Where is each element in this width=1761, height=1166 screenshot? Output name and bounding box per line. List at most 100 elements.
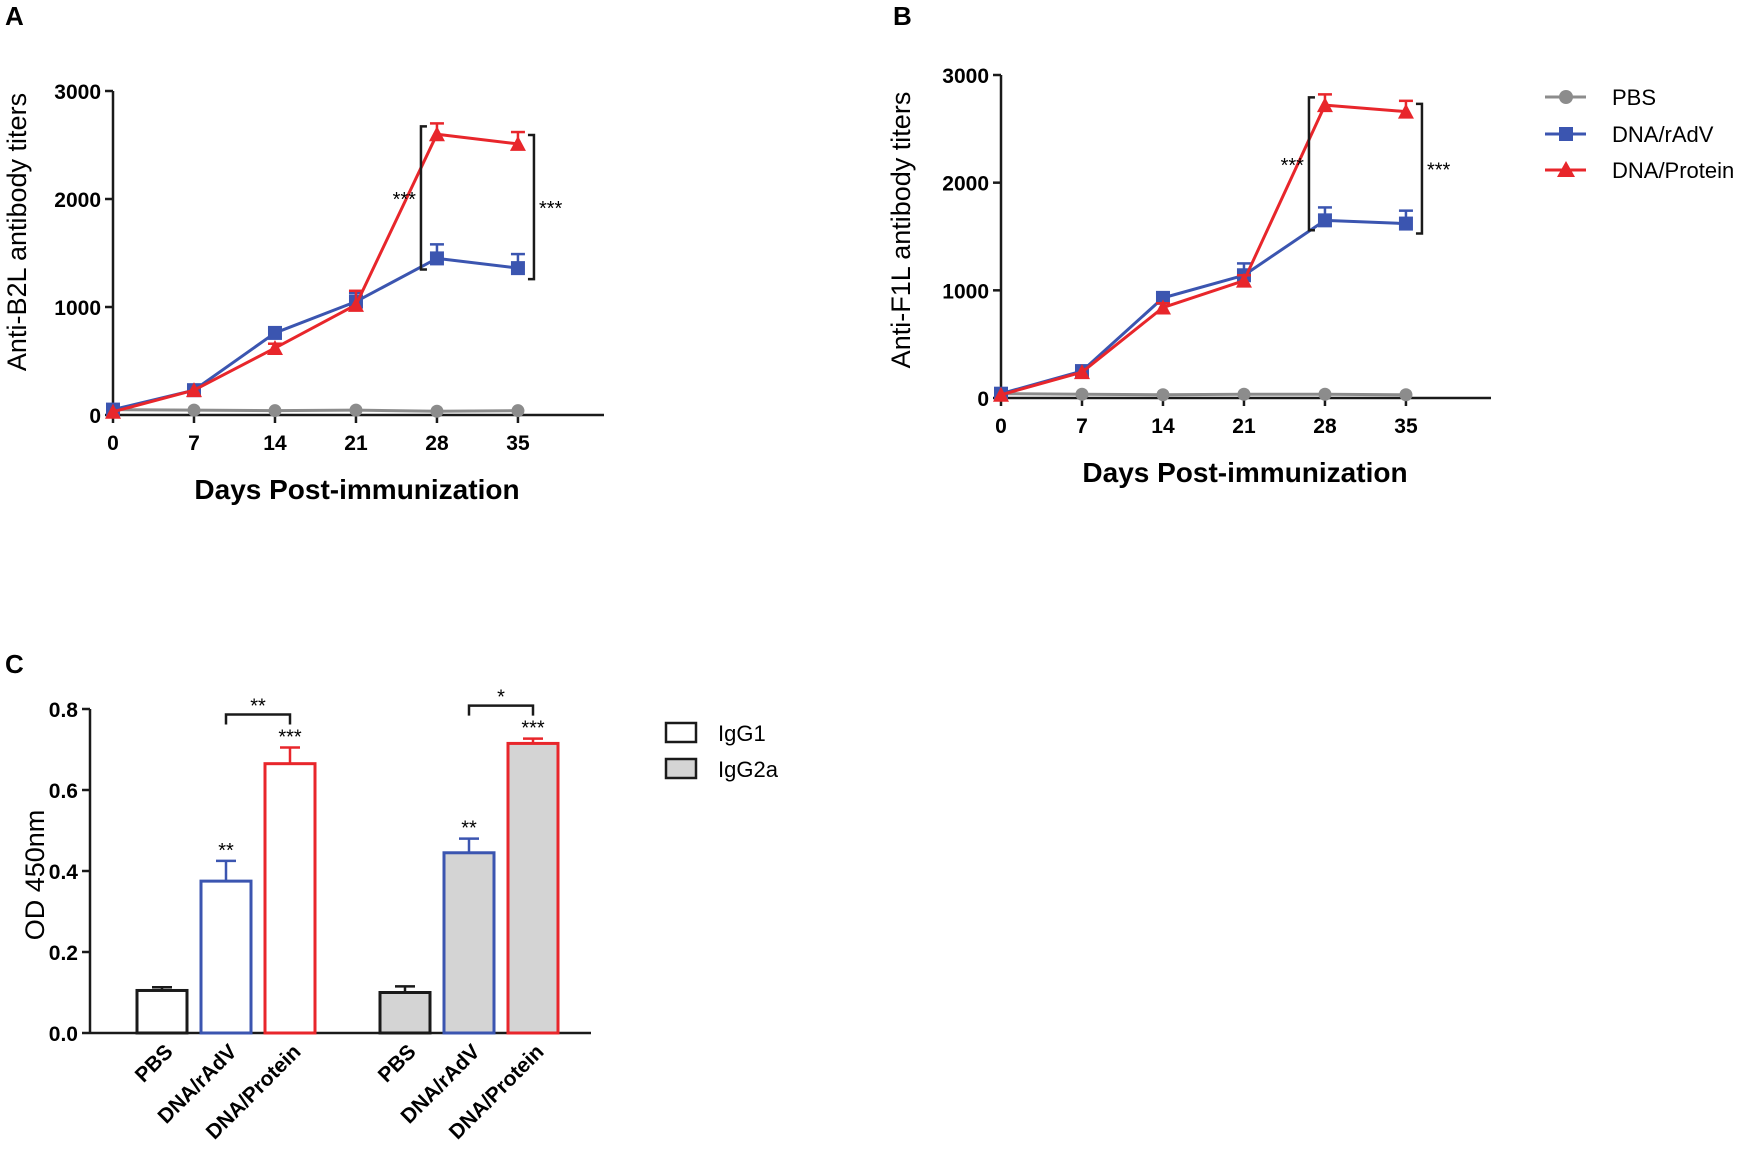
x-tick-label-a: 7 [188, 432, 200, 455]
x-tick-label-b: 0 [995, 415, 1007, 438]
y-tick-label-b: 0 [977, 388, 989, 411]
y-axis-title-b: Anti-F1L antibody titers [886, 92, 916, 369]
panel-b: B Anti-F1L antibody titers Days Post-imm… [886, 1, 1491, 488]
legend-swatch-igg2a [664, 757, 698, 780]
data-point-dna_protein [509, 135, 526, 151]
data-point-dna_radv [1398, 216, 1413, 231]
bar-significance-label: *** [278, 726, 302, 748]
data-point-pbs [1399, 388, 1413, 402]
x-tick-label-a: 28 [425, 432, 449, 455]
bar-group-6: *** [506, 718, 560, 1035]
legend-label-pbs: PBS [1612, 85, 1656, 110]
bracket-line [527, 133, 536, 281]
bar [506, 741, 560, 1035]
data-point-dna_protein [105, 403, 121, 419]
bar-group-2: ** [199, 840, 253, 1035]
category-label: PBS [131, 1040, 178, 1087]
data-point-dna_protein [1235, 272, 1252, 288]
bracket-line [1415, 102, 1424, 235]
bar-group-5: ** [442, 818, 496, 1035]
data-point-pbs [430, 404, 444, 418]
data-point-pbs [349, 403, 363, 417]
data-point-dna_radv [267, 325, 282, 340]
significance-bracket-a: *** [527, 133, 563, 281]
data-point-dna_radv [429, 251, 444, 266]
data-point-pbs [187, 403, 201, 417]
y-axis-title-a: Anti-B2L antibody titers [2, 93, 32, 371]
bar [442, 851, 496, 1035]
bar-significance-label: *** [521, 718, 545, 740]
data-point-dna_protein [1316, 97, 1333, 113]
y-tick-label-a: 3000 [54, 81, 101, 104]
panel-letter-b: B [893, 1, 912, 31]
bar [263, 762, 317, 1035]
legend-label-dna-radv: DNA/rAdV [1612, 122, 1714, 147]
x-tick-label-b: 28 [1313, 415, 1337, 438]
comparison-bracket: * [467, 687, 535, 716]
x-tick-label-a: 21 [344, 432, 368, 455]
data-point-dna_radv [1317, 213, 1332, 228]
x-tick-label-a: 14 [263, 432, 287, 455]
comparison-bracket: ** [224, 695, 292, 725]
y-tick-label-a: 0 [89, 405, 101, 428]
significance-bracket-b: *** [1281, 96, 1315, 232]
legend-label-igg2a: IgG2a [718, 757, 779, 782]
legend-marker-dna-protein [1557, 161, 1575, 177]
y-tick-label-c: 0.6 [49, 780, 78, 803]
panel-letter-c: C [5, 649, 24, 679]
data-point-pbs [1075, 387, 1089, 401]
y-axis-title-c: OD 450nm [20, 810, 50, 941]
bar [135, 988, 189, 1035]
significance-bracket-a: *** [393, 125, 427, 271]
data-point-pbs [511, 404, 525, 418]
x-tick-label-a: 0 [107, 432, 119, 455]
legend-marker-dna-radv [1559, 127, 1573, 141]
legend-item-igg1: IgG1 [664, 721, 766, 746]
y-tick-label-c: 0.4 [49, 861, 79, 884]
bar-significance-label: ** [218, 840, 234, 862]
x-tick-label-b: 7 [1076, 415, 1088, 438]
legend-swatch-igg1 [664, 721, 698, 744]
bracket-line [419, 125, 427, 271]
significance-label: *** [1427, 160, 1451, 182]
bar-group-4 [378, 985, 432, 1035]
series-line-dna_protein [112, 132, 519, 414]
y-tick-label-a: 1000 [54, 297, 101, 320]
data-point-pbs [1318, 387, 1332, 401]
y-tick-label-b: 3000 [942, 65, 989, 88]
series-line-dna_protein [1000, 103, 1407, 397]
comparison-label: * [497, 687, 505, 709]
data-point-dna_radv [1155, 290, 1170, 305]
series-line-dna_radv [112, 256, 519, 412]
data-point-dna_protein [428, 126, 445, 142]
legend-item-dna-radv: DNA/rAdV [1545, 122, 1714, 147]
series-dna_protein-b [993, 93, 1414, 402]
x-tick-label-b: 35 [1394, 415, 1418, 438]
series-line-pbs [112, 408, 518, 413]
category-label: PBS [374, 1040, 421, 1087]
data-point-dna_protein [185, 382, 202, 398]
bar [199, 879, 253, 1035]
legend-item-dna-protein: DNA/Protein [1545, 158, 1734, 183]
bracket-line [467, 704, 535, 716]
data-point-dna_protein [1073, 364, 1090, 380]
data-point-dna_protein [1397, 103, 1414, 119]
significance-label: *** [393, 189, 417, 211]
bar-legend: IgG1 IgG2a [664, 721, 779, 782]
legend-label-igg1: IgG1 [718, 721, 766, 746]
y-tick-label-c: 0.0 [49, 1023, 78, 1046]
x-axis-title-a: Days Post-immunization [194, 474, 519, 505]
significance-bracket-b: *** [1415, 102, 1451, 235]
bar-group-3: *** [263, 726, 317, 1035]
bar-significance-label: ** [461, 818, 477, 840]
x-tick-label-b: 21 [1232, 415, 1256, 438]
data-point-pbs [268, 404, 282, 418]
line-legend: PBS DNA/rAdV DNA/Protein [1545, 85, 1734, 183]
y-tick-label-b: 1000 [942, 280, 989, 303]
panel-c: C OD 450nm 0.00.20.40.60.8 PBS**DNA/rAdV… [5, 649, 591, 1144]
data-point-dna_protein [266, 340, 283, 356]
panel-a: A Anti-B2L antibody titers Days Post-imm… [2, 1, 604, 505]
data-point-dna_protein [1154, 299, 1171, 315]
x-axis-title-b: Days Post-immunization [1082, 457, 1407, 488]
series-line-dna_radv [1000, 218, 1407, 396]
